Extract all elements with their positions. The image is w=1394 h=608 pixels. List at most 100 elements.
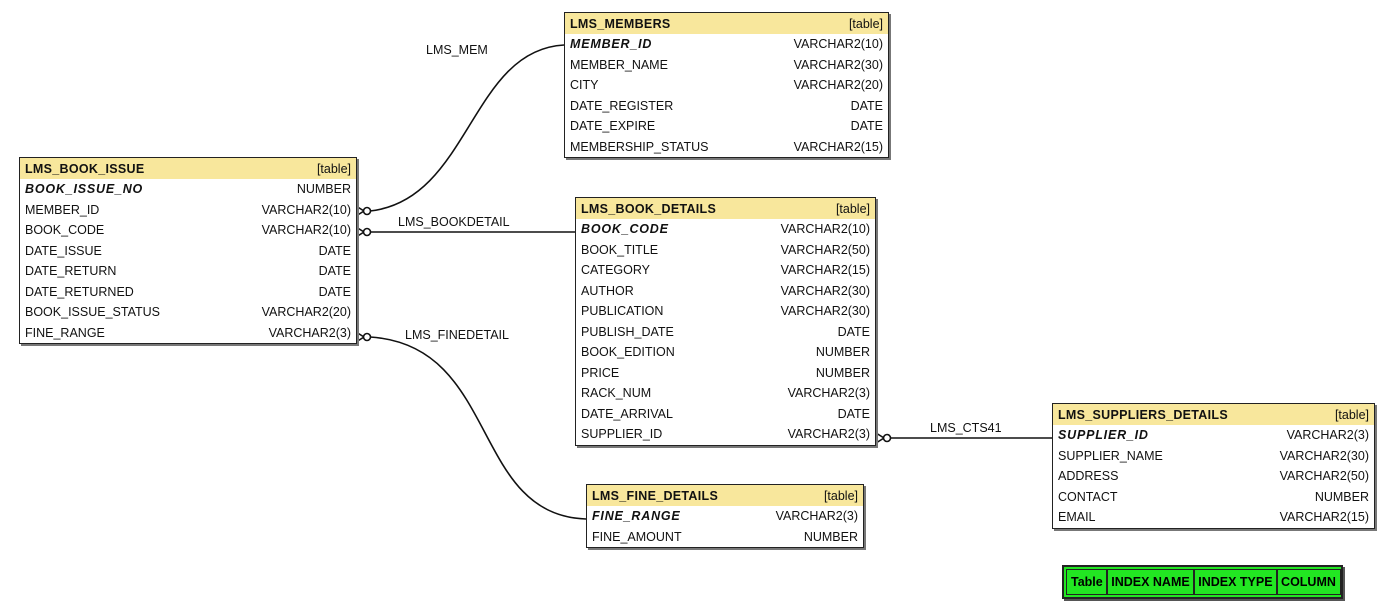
column-row: DATE_REGISTER DATE: [565, 96, 888, 117]
table-kind: [table]: [835, 201, 870, 216]
column-type: VARCHAR2(15): [793, 139, 883, 154]
table-kind: [table]: [823, 488, 858, 503]
column-type: DATE: [318, 284, 351, 299]
column-name: RACK_NUM: [581, 386, 652, 401]
column-type: NUMBER: [803, 529, 858, 544]
table-name: LMS_SUPPLIERS_DETAILS: [1058, 407, 1228, 422]
primary-key-row: BOOK_CODE VARCHAR2(10): [576, 219, 875, 240]
primary-key-row: MEMBER_ID VARCHAR2(10): [565, 34, 888, 55]
column-row: MEMBER_ID VARCHAR2(10): [20, 200, 356, 221]
table-kind: [table]: [848, 16, 883, 31]
column-name: DATE_RETURNED: [25, 284, 134, 299]
column-type: DATE: [850, 119, 883, 134]
column-name: CATEGORY: [581, 263, 650, 278]
column-type: DATE: [850, 98, 883, 113]
table-name: LMS_FINE_DETAILS: [592, 488, 719, 503]
column-name: PRICE: [581, 365, 620, 380]
column-name: FINE_AMOUNT: [592, 529, 682, 544]
table-book-issue[interactable]: LMS_BOOK_ISSUE [table] BOOK_ISSUE_NO NUMBER…: [19, 157, 357, 344]
column-name: FINE_RANGE: [25, 325, 105, 340]
column-row: MEMBERSHIP_STATUS VARCHAR2(15): [565, 137, 888, 158]
crows-foot-markers: [355, 205, 892, 444]
column-row: RACK_NUM VARCHAR2(3): [576, 383, 875, 404]
column-name: AUTHOR: [581, 283, 634, 298]
column-type: NUMBER: [296, 182, 351, 197]
relation-label: LMS_CTS41: [930, 421, 1002, 435]
column-type: NUMBER: [1314, 489, 1369, 504]
column-type: VARCHAR2(3): [787, 427, 870, 442]
column-row: FINE_RANGE VARCHAR2(3): [20, 323, 356, 344]
index-legend: Table INDEX NAME INDEX TYPE COLUMN: [1062, 565, 1344, 599]
column-type: DATE: [837, 324, 870, 339]
relation-line-lms-finedetail: [369, 336, 587, 520]
column-type: VARCHAR2(30): [780, 304, 870, 319]
column-row: CITY VARCHAR2(20): [565, 75, 888, 96]
column-row: DATE_ISSUE DATE: [20, 241, 356, 262]
primary-key-row: SUPPLIER_ID VARCHAR2(3): [1053, 425, 1374, 446]
column-name: SUPPLIER_ID: [1058, 428, 1149, 443]
table-kind: [table]: [316, 161, 351, 176]
column-row: MEMBER_NAME VARCHAR2(30): [565, 55, 888, 76]
column-row: DATE_ARRIVAL DATE: [576, 404, 875, 425]
column-name: DATE_RETURN: [25, 264, 117, 279]
column-name: MEMBER_ID: [570, 37, 653, 52]
column-name: BOOK_TITLE: [581, 242, 659, 257]
table-header: LMS_BOOK_DETAILS [table]: [576, 198, 875, 219]
relation-label: LMS_MEM: [426, 43, 488, 57]
table-kind: [table]: [1334, 407, 1369, 422]
column-name: FINE_RANGE: [592, 509, 681, 524]
column-name: SUPPLIER_NAME: [1058, 448, 1163, 463]
column-type: VARCHAR2(3): [1286, 428, 1369, 443]
column-type: VARCHAR2(3): [787, 386, 870, 401]
column-row: PUBLISH_DATE DATE: [576, 322, 875, 343]
legend-header: Table: [1066, 569, 1108, 595]
column-type: VARCHAR2(15): [1279, 510, 1369, 525]
relation-label: LMS_BOOKDETAIL: [398, 215, 510, 229]
column-row: CONTACT NUMBER: [1053, 487, 1374, 508]
column-type: DATE: [318, 243, 351, 258]
table-header: LMS_MEMBERS [table]: [565, 13, 888, 34]
table-header: LMS_BOOK_ISSUE [table]: [20, 158, 356, 179]
legend-header: INDEX TYPE: [1193, 569, 1278, 595]
table-name: LMS_MEMBERS: [570, 16, 671, 31]
column-type: VARCHAR2(10): [261, 202, 351, 217]
column-type: VARCHAR2(10): [780, 222, 870, 237]
column-type: VARCHAR2(20): [261, 305, 351, 320]
legend-header: INDEX NAME: [1106, 569, 1195, 595]
table-suppliers[interactable]: LMS_SUPPLIERS_DETAILS [table] SUPPLIER_ID V…: [1052, 403, 1375, 529]
column-type: VARCHAR2(15): [780, 263, 870, 278]
column-row: SUPPLIER_ID VARCHAR2(3): [576, 424, 875, 445]
column-type: DATE: [837, 406, 870, 421]
table-name: LMS_BOOK_DETAILS: [581, 201, 717, 216]
column-row: DATE_RETURNED DATE: [20, 282, 356, 303]
table-header: LMS_FINE_DETAILS [table]: [587, 485, 863, 506]
primary-key-row: FINE_RANGE VARCHAR2(3): [587, 506, 863, 527]
column-name: CITY: [570, 78, 599, 93]
table-fine-details[interactable]: LMS_FINE_DETAILS [table] FINE_RANGE VARCHAR…: [586, 484, 864, 548]
column-row: DATE_RETURN DATE: [20, 261, 356, 282]
column-name: BOOK_CODE: [581, 222, 669, 237]
column-name: SUPPLIER_ID: [581, 427, 663, 442]
column-type: NUMBER: [815, 345, 870, 360]
column-name: BOOK_CODE: [25, 223, 105, 238]
column-type: VARCHAR2(3): [268, 325, 351, 340]
column-name: BOOK_ISSUE_NO: [25, 182, 144, 197]
column-row: DATE_EXPIRE DATE: [565, 116, 888, 137]
table-book-details[interactable]: LMS_BOOK_DETAILS [table] BOOK_CODE VARCHAR2…: [575, 197, 876, 446]
column-name: DATE_ISSUE: [25, 243, 102, 258]
column-row: ADDRESS VARCHAR2(50): [1053, 466, 1374, 487]
column-name: DATE_EXPIRE: [570, 119, 656, 134]
table-members[interactable]: LMS_MEMBERS [table] MEMBER_ID VARCHAR2(10) M…: [564, 12, 889, 158]
column-name: MEMBERSHIP_STATUS: [570, 139, 709, 154]
column-row: BOOK_CODE VARCHAR2(10): [20, 220, 356, 241]
column-row: AUTHOR VARCHAR2(30): [576, 281, 875, 302]
column-row: EMAIL VARCHAR2(15): [1053, 507, 1374, 528]
column-type: VARCHAR2(3): [775, 509, 858, 524]
column-row: PRICE NUMBER: [576, 363, 875, 384]
column-name: PUBLICATION: [581, 304, 664, 319]
column-row: BOOK_TITLE VARCHAR2(50): [576, 240, 875, 261]
column-type: DATE: [318, 264, 351, 279]
legend-header: COLUMN: [1276, 569, 1341, 595]
column-row: SUPPLIER_NAME VARCHAR2(30): [1053, 446, 1374, 467]
